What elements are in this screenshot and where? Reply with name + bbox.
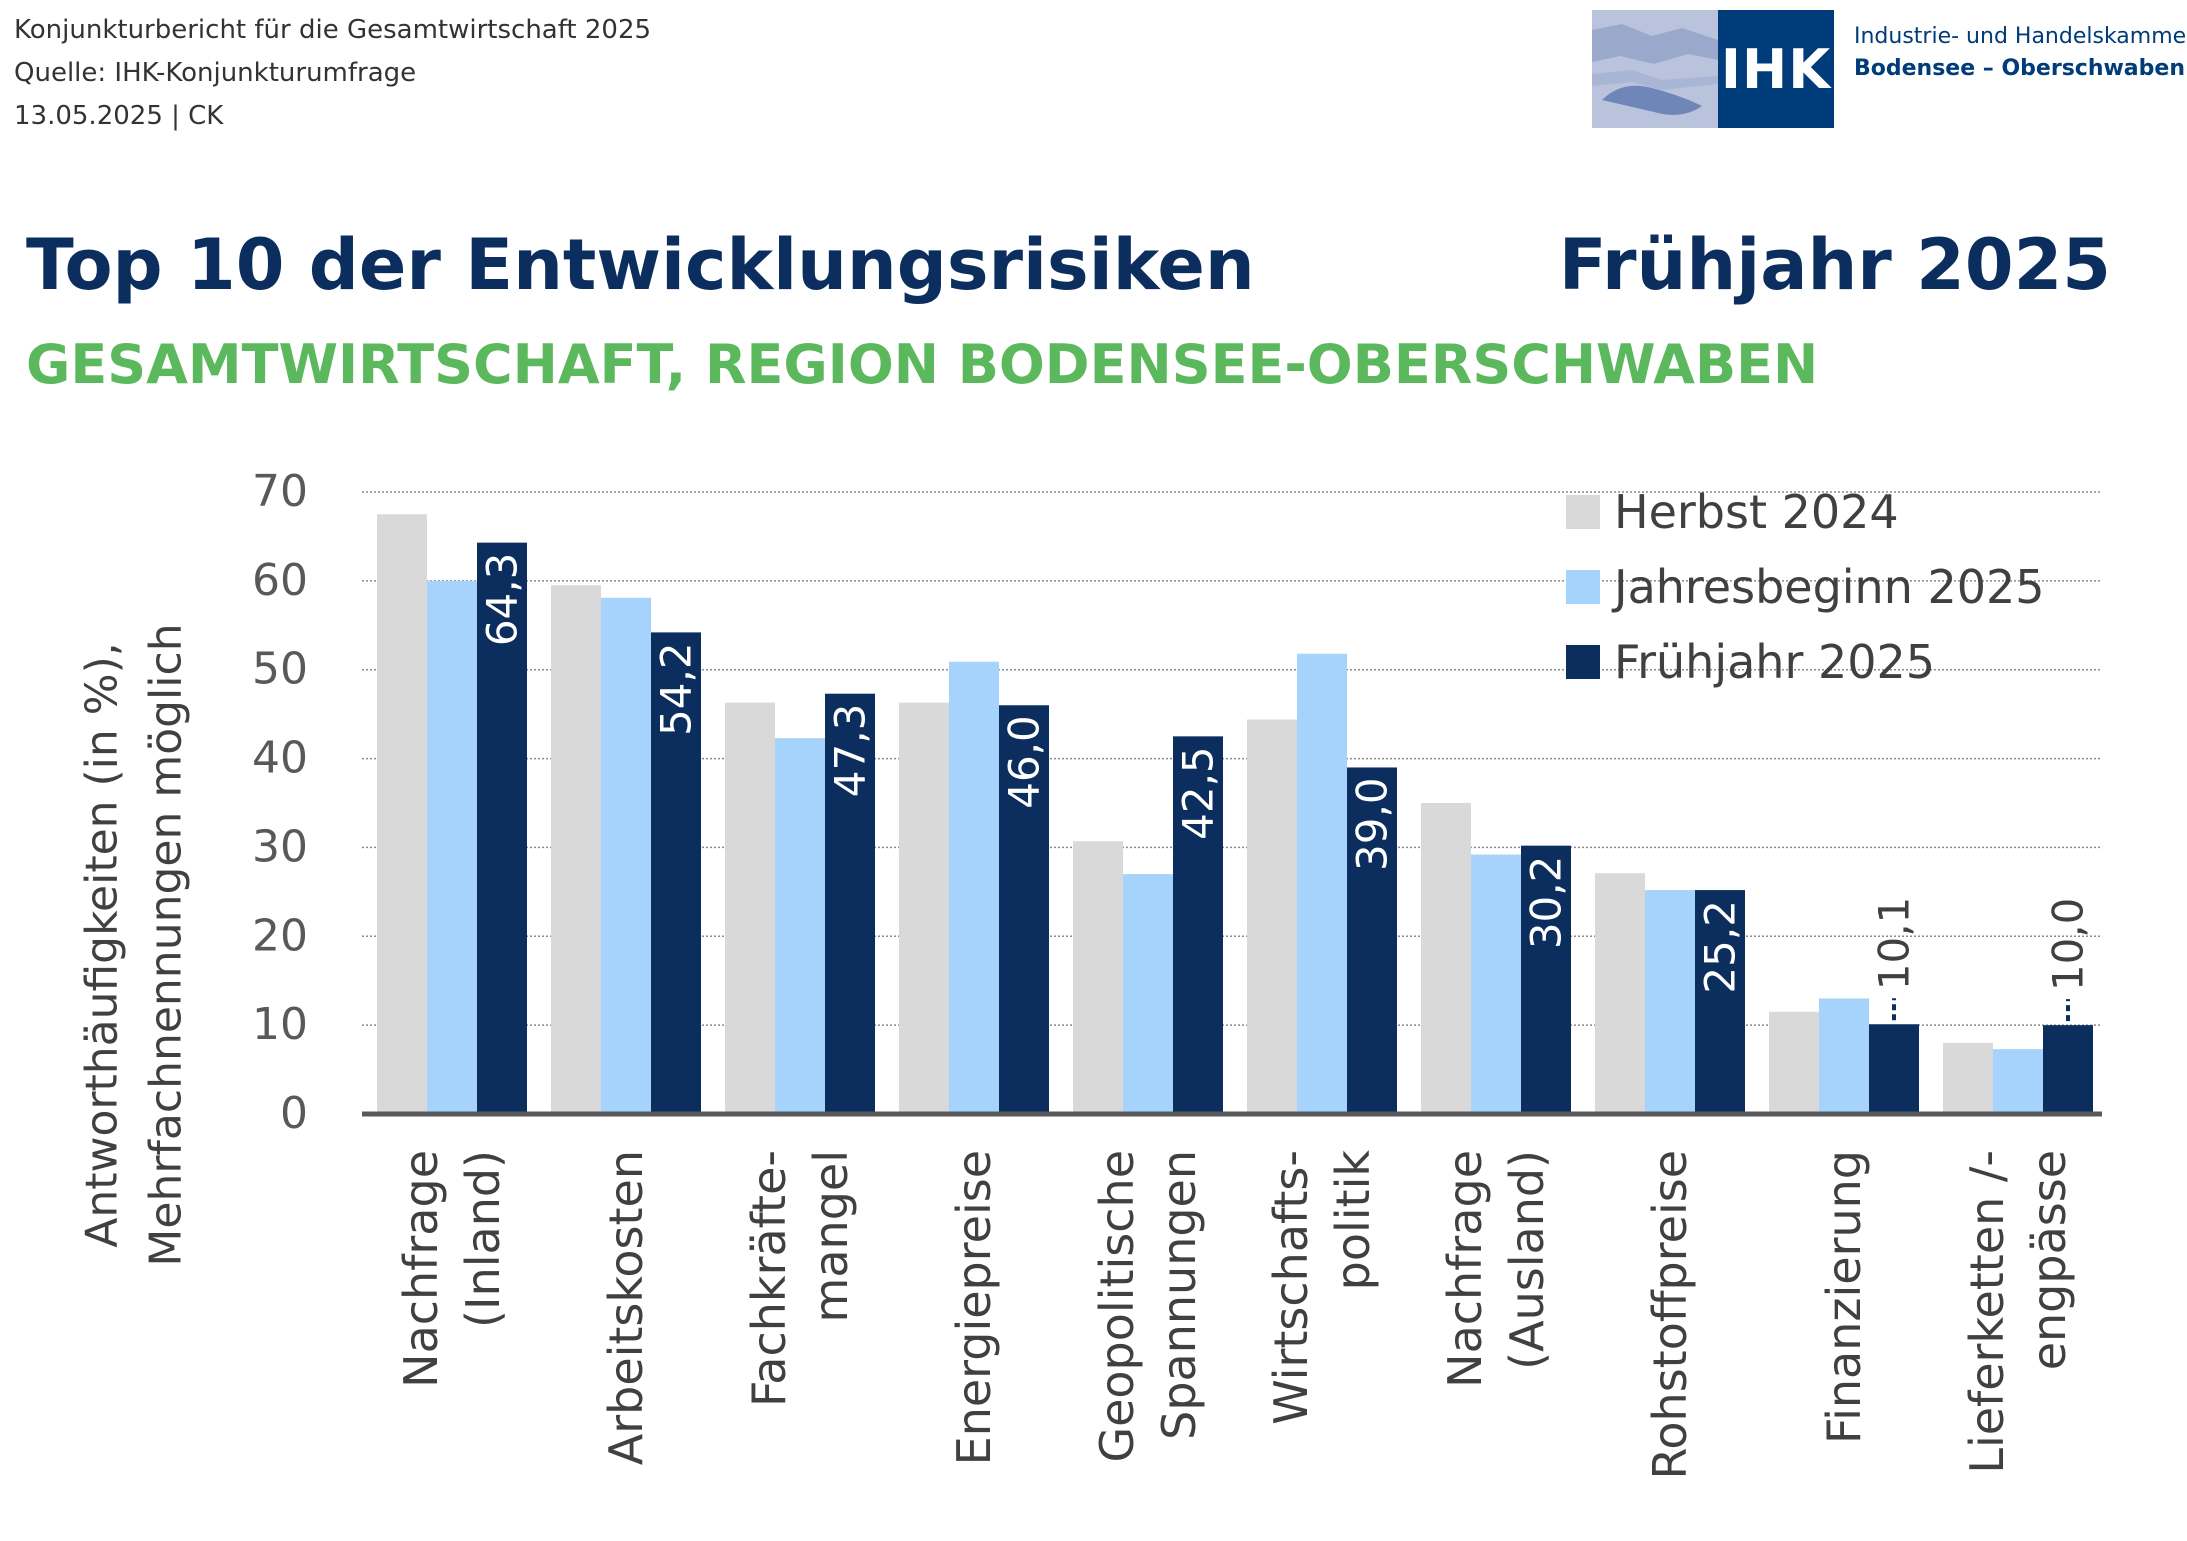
- bar: [477, 542, 527, 1114]
- bar: [1695, 890, 1745, 1114]
- data-label: 30,2: [1522, 856, 1571, 950]
- data-label: 47,3: [826, 704, 875, 798]
- x-category-label: Finanzierung: [1817, 1150, 1871, 1444]
- bar: [551, 585, 601, 1114]
- x-category-label: Spannungen: [1152, 1150, 1206, 1440]
- x-category-label: (Inland): [456, 1150, 510, 1328]
- y-tick-label: 20: [252, 910, 308, 961]
- legend-label: Herbst 2024: [1614, 485, 1899, 539]
- data-label: 39,0: [1348, 777, 1397, 871]
- bar: [377, 514, 427, 1114]
- x-category-label: Nachfrage: [394, 1150, 448, 1388]
- bar: [1943, 1042, 1993, 1114]
- y-axis-title: Antworthäufigkeiten (in %),: [77, 642, 128, 1248]
- bar: [1297, 653, 1347, 1114]
- y-tick-label: 30: [252, 821, 308, 872]
- data-label: 25,2: [1696, 900, 1745, 994]
- bar: [1819, 998, 1869, 1114]
- season-title: Frühjahr 2025: [1558, 224, 2111, 306]
- bar: [1521, 845, 1571, 1114]
- data-label: 64,3: [478, 553, 527, 647]
- data-label: 10,1: [1870, 897, 1919, 991]
- chart-subtitle: GESAMTWIRTSCHAFT, REGION BODENSEE-OBERSC…: [26, 333, 1819, 396]
- bar: [1471, 854, 1521, 1114]
- bar: [1247, 719, 1297, 1114]
- bar: [427, 580, 477, 1114]
- y-tick-label: 10: [252, 999, 308, 1050]
- legend-swatch: [1566, 570, 1600, 604]
- data-label: 10,0: [2044, 898, 2093, 992]
- data-label: 42,5: [1174, 746, 1223, 840]
- bar: [1645, 890, 1695, 1114]
- bar: [1347, 767, 1397, 1114]
- bar: [651, 632, 701, 1114]
- data-label: 54,2: [652, 642, 701, 736]
- legend-swatch: [1566, 645, 1600, 679]
- bar: [1421, 803, 1471, 1114]
- y-tick-label: 50: [252, 644, 308, 695]
- y-axis-title: Mehrfachnennungen möglich: [141, 623, 192, 1266]
- x-category-label: Wirtschafts-: [1264, 1150, 1318, 1425]
- map-image-icon: [1592, 10, 1718, 128]
- bar: [1769, 1011, 1819, 1114]
- x-category-label: Nachfrage: [1438, 1150, 1492, 1388]
- legend-label: Jahresbeginn 2025: [1611, 560, 2045, 614]
- logo-line-1: Industrie- und Handelskammer: [1854, 24, 2187, 49]
- x-category-label: mangel: [804, 1150, 858, 1322]
- bar: [601, 597, 651, 1114]
- bar: [725, 702, 775, 1114]
- bar: [2043, 1025, 2093, 1114]
- x-category-label: Arbeitskosten: [599, 1150, 653, 1465]
- chart-title: Top 10 der Entwicklungsrisiken: [26, 224, 1255, 306]
- bar: [999, 705, 1049, 1114]
- bar: [1993, 1049, 2043, 1114]
- y-tick-label: 60: [252, 555, 308, 606]
- bar: [1173, 736, 1223, 1114]
- bar: [949, 661, 999, 1114]
- y-tick-label: 0: [280, 1088, 308, 1139]
- legend-swatch: [1566, 495, 1600, 529]
- legend-label: Frühjahr 2025: [1614, 635, 1935, 689]
- y-tick-label: 70: [252, 466, 308, 517]
- bar: [775, 738, 825, 1114]
- x-category-label: Geopolitische: [1090, 1150, 1144, 1463]
- date-line: 13.05.2025 | CK: [14, 101, 224, 131]
- ihk-logo: IHK Industrie- und Handelskammer Bodense…: [1592, 10, 2187, 128]
- x-category-label: (Ausland): [1500, 1150, 1554, 1370]
- x-category-label: politik: [1326, 1150, 1380, 1291]
- x-category-label: Fachkräfte-: [742, 1150, 796, 1407]
- bar: [825, 693, 875, 1114]
- source-line: Quelle: IHK-Konjunkturumfrage: [14, 58, 417, 88]
- ihk-wordmark: IHK: [1718, 10, 1834, 128]
- x-category-label: engpässe: [2022, 1150, 2076, 1370]
- bar: [1123, 874, 1173, 1114]
- bar: [1595, 873, 1645, 1114]
- bar: [1869, 1024, 1919, 1114]
- x-category-label: Rohstoffpreise: [1643, 1150, 1697, 1479]
- report-title: Konjunkturbericht für die Gesamtwirtscha…: [14, 15, 652, 45]
- x-category-label: Energiepreise: [947, 1150, 1001, 1465]
- data-label: 46,0: [1000, 715, 1049, 809]
- y-tick-label: 40: [252, 733, 308, 784]
- bar: [1073, 841, 1123, 1114]
- logo-line-2: Bodensee – Oberschwaben: [1854, 56, 2185, 81]
- bar: [899, 702, 949, 1114]
- x-category-label: Lieferketten /-: [1960, 1150, 2014, 1474]
